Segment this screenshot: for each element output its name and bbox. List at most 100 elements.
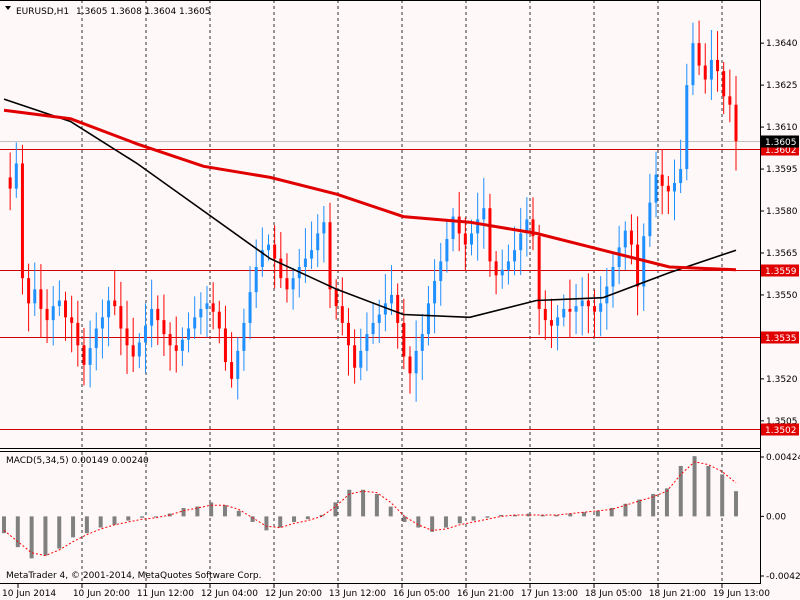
- copyright-text: MetaTrader 4, © 2001-2014, MetaQuotes So…: [6, 571, 262, 581]
- moving-average-red: [3, 108, 737, 272]
- macd-bar: [181, 507, 186, 517]
- candle-body: [371, 322, 375, 335]
- candle-body: [143, 325, 147, 343]
- candle-body: [543, 308, 547, 321]
- macd-bar: [319, 514, 324, 517]
- candle-body: [131, 345, 135, 357]
- candle-body: [254, 266, 258, 293]
- price-tick-label: 1.3640: [766, 39, 798, 49]
- candle-body: [33, 289, 37, 304]
- current-price-bg: [761, 135, 799, 148]
- candle-body: [310, 250, 314, 259]
- candle-body: [500, 269, 504, 276]
- macd-axis: 0.00424 0.00 -0.00426: [760, 453, 800, 582]
- candle-body: [611, 266, 615, 287]
- macd-bar: [416, 516, 421, 528]
- candle-body: [383, 303, 387, 315]
- candle-body: [365, 334, 369, 351]
- candle-body: [156, 308, 160, 321]
- macd-bar: [278, 516, 283, 528]
- macd-bar: [222, 505, 227, 517]
- macd-bar: [526, 513, 531, 517]
- macd-bar: [250, 516, 255, 522]
- price-tick-label: 1.3550: [766, 291, 798, 301]
- level-label: 1.3502: [765, 426, 797, 436]
- time-tick-label: 12 Jun 20:00: [265, 589, 322, 599]
- candle-body: [39, 289, 43, 309]
- macd-bar: [471, 516, 476, 521]
- macd-bar: [485, 516, 490, 518]
- candle-body: [629, 230, 633, 245]
- level-label: 1.3535: [765, 334, 797, 344]
- candle-body: [174, 345, 178, 351]
- candle-body: [377, 314, 381, 323]
- candle-body: [248, 292, 252, 323]
- dropdown-triangle-icon[interactable]: [5, 6, 11, 10]
- macd-bar: [499, 514, 504, 517]
- time-tick-label: 17 Jun 13:00: [521, 589, 578, 599]
- candle-body: [340, 306, 344, 323]
- time-tick-label: 13 Jun 12:00: [329, 589, 386, 599]
- candle-body: [654, 174, 658, 203]
- candle-body: [27, 278, 31, 304]
- candle-body: [476, 219, 480, 234]
- candle-body: [728, 96, 732, 105]
- moving-average-black: [3, 98, 737, 319]
- candle-body: [408, 356, 412, 374]
- macd-bar: [209, 502, 214, 517]
- macd-bar: [292, 516, 297, 522]
- candle-body: [168, 334, 172, 346]
- candle-body: [223, 328, 227, 363]
- candle-body: [107, 300, 111, 318]
- candle-body: [328, 222, 332, 290]
- candle-body: [439, 261, 443, 281]
- candle-body: [537, 236, 541, 309]
- price-tick-label: 1.3505: [766, 417, 798, 427]
- candle-body: [716, 59, 720, 72]
- candle-body: [193, 317, 197, 329]
- time-axis: 10 Jun 2014 10 Jun 20:00 11 Jun 12:00 12 Ju…: [2, 584, 770, 599]
- candle-body: [390, 294, 394, 304]
- macd-bar: [595, 510, 600, 517]
- macd-bar: [651, 493, 656, 517]
- candle-body: [260, 250, 264, 267]
- moving-averages: [3, 98, 737, 319]
- macd-bar: [15, 516, 20, 548]
- candle-body: [506, 261, 510, 270]
- price-tick-label: 1.3625: [766, 81, 798, 91]
- time-tick-label: 10 Jun 2014: [2, 589, 56, 599]
- candle-body: [691, 43, 695, 86]
- time-tick-label: 10 Jun 20:00: [73, 589, 130, 599]
- candle-body: [100, 317, 104, 329]
- candle-body: [82, 345, 86, 365]
- candle-body: [482, 208, 486, 220]
- time-tick-label: 16 Jun 05:00: [393, 589, 450, 599]
- candle-body: [242, 322, 246, 351]
- macd-bar: [402, 516, 407, 522]
- candle-body: [8, 177, 12, 189]
- candle-body: [402, 322, 406, 357]
- level-price-labels: 1.3602 1.3559 1.3535 1.3502: [761, 143, 799, 436]
- candle-body: [599, 303, 603, 312]
- level-label: 1.3559: [765, 267, 797, 277]
- candle-body: [45, 308, 49, 321]
- candle-body: [593, 306, 597, 312]
- macd-bar: [347, 489, 352, 517]
- candle-body: [205, 303, 209, 309]
- ohlc-values: 1.3605 1.3608 1.3604 1.3605: [76, 7, 211, 17]
- time-tick-label: 12 Jun 04:00: [201, 589, 258, 599]
- current-price-label: 1.3605: [761, 135, 799, 148]
- candle-body: [322, 222, 326, 234]
- candle-body: [697, 43, 701, 66]
- macd-bar: [374, 493, 379, 517]
- candle-body: [137, 342, 141, 357]
- candle-body: [51, 306, 55, 321]
- price-tick-label: 1.3565: [766, 249, 798, 259]
- candle-body: [433, 280, 437, 304]
- candle-body: [273, 244, 277, 259]
- candle-body: [279, 258, 283, 279]
- vertical-grid: [81, 0, 723, 583]
- macd-bar: [513, 514, 518, 517]
- macd-signal-line: [3, 461, 737, 557]
